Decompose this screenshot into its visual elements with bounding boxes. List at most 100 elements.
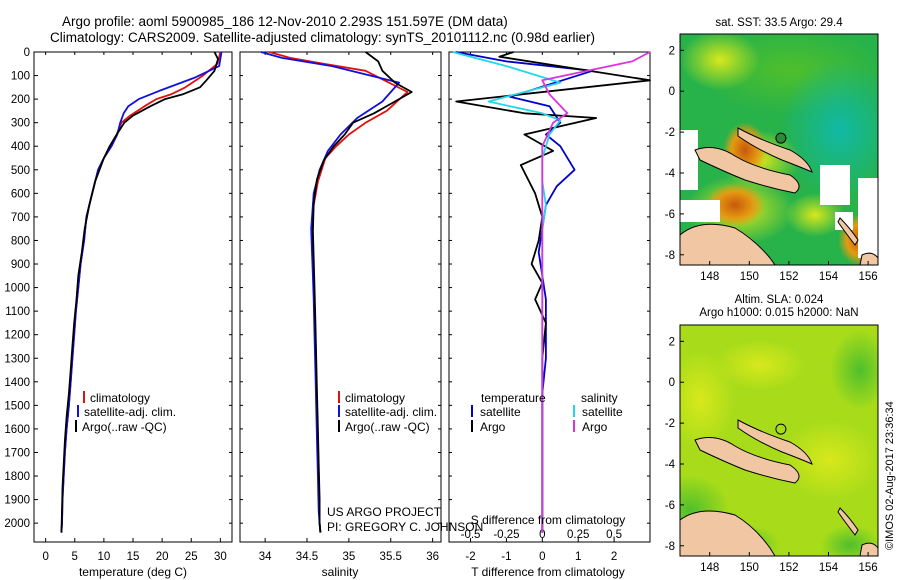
salinity-panel: 34 34.5 35 35.5 36 salinity climatology sate… <box>239 51 483 579</box>
legend-satellite-label: satellite-adj. clim. <box>84 405 176 419</box>
salinity-xlabel: salinity <box>322 565 359 579</box>
x-tick-label: 15 <box>127 551 140 563</box>
sst-map-panel: sat. SST: 33.5 Argo: 29.4 148 <box>665 17 879 283</box>
copyright-stamp: ©IMOS 02-Aug-2017 23:36:34 <box>884 401 896 550</box>
x-tick-label: 35.5 <box>380 551 402 563</box>
depth-tick-label: 0 <box>24 47 30 59</box>
map-x-tick-label: 156 <box>859 271 878 283</box>
top-x-tick-label: 0.25 <box>567 529 589 541</box>
depth-tick-label: 1300 <box>4 353 30 365</box>
sst-map-field <box>680 34 878 265</box>
depth-tick-label: 1400 <box>4 377 30 389</box>
map-y-tick-label: -6 <box>665 500 675 512</box>
temperature-panel: 0100200300400500600700800900100011001200… <box>4 47 233 579</box>
salinity-legend: climatology satellite-adj. clim. Argo(..… <box>338 391 437 434</box>
map-x-tick-label: 150 <box>740 562 759 574</box>
depth-tick-label: 600 <box>11 188 30 200</box>
top-x-tick-label: 0 <box>539 529 545 541</box>
x-tick-label: 5 <box>72 551 78 563</box>
series-line <box>311 51 413 533</box>
x-tick-label: 25 <box>185 551 198 563</box>
x-tick-label: 2 <box>611 551 617 563</box>
map-x-tick-label: 150 <box>740 271 759 283</box>
map-y-tick-label: 2 <box>669 45 675 57</box>
map-y-tick-label: 0 <box>669 86 675 98</box>
depth-tick-label: 1600 <box>4 424 30 436</box>
temperature-xlabel: temperature (deg C) <box>79 565 187 579</box>
x-tick-label: 1 <box>575 551 581 563</box>
s-difference-xlabel: S difference from climatology <box>471 513 626 527</box>
sst-map-title: sat. SST: 33.5 Argo: 29.4 <box>715 17 843 29</box>
depth-tick-label: 1000 <box>4 283 30 295</box>
salinity-axes-box <box>239 51 442 543</box>
x-tick-label: 34 <box>259 551 272 563</box>
sst-map-float-marker <box>775 132 787 144</box>
x-tick-label: 34.5 <box>296 551 318 563</box>
map-x-tick-label: 154 <box>819 271 839 283</box>
top-x-tick-label: 0.5 <box>606 529 622 541</box>
sla-map-title-2: Argo h1000: 0.015 h2000: NaN <box>699 307 858 319</box>
legend-temperature-title: temperature <box>481 391 546 405</box>
depth-tick-label: 100 <box>11 71 30 83</box>
depth-axis: 0 100 200 300 400 500 600 700 800 900 1000 1100 1200… <box>4 47 38 530</box>
depth-tick-label: 1100 <box>5 306 30 318</box>
legend-climatology-label: climatology <box>345 391 405 405</box>
depth-tick-label: 1700 <box>4 447 30 459</box>
depth-tick-label: 900 <box>11 259 30 271</box>
legend-climatology-label: climatology <box>90 391 150 405</box>
difference-lines <box>452 51 651 533</box>
difference-x-axis: -2 -1 0 1 2 -0.5 -0.25 0 0.25 0.5 <box>449 51 650 563</box>
depth-tick-label: 700 <box>11 212 30 224</box>
legend-s-argo-label: Argo <box>582 420 608 434</box>
series-line <box>60 51 222 533</box>
x-tick-label: 36 <box>426 551 439 563</box>
map-y-tick-label: -4 <box>665 168 676 180</box>
t-difference-xlabel: T difference from climatology <box>471 565 625 579</box>
depth-tick-label: 300 <box>11 118 30 130</box>
depth-tick-label: 1200 <box>4 330 30 342</box>
legend-t-argo-label: Argo <box>480 420 506 434</box>
salinity-x-axis: 34 34.5 35 35.5 36 <box>240 51 441 563</box>
legend-argo-label: Argo(..raw -QC) <box>345 420 430 434</box>
x-tick-label: 10 <box>97 551 110 563</box>
temperature-x-axis: 0 5 10 15 20 25 30 <box>42 51 232 563</box>
series-line <box>260 51 401 533</box>
map-y-tick-label: -6 <box>665 209 675 221</box>
x-tick-label: 0 <box>539 551 545 563</box>
figure-subtitle: Climatology: CARS2009. Satellite-adjuste… <box>50 30 595 45</box>
map-x-tick-label: 152 <box>779 562 798 574</box>
map-x-tick-label: 154 <box>819 562 839 574</box>
x-tick-label: 20 <box>156 551 169 563</box>
depth-tick-label: 2000 <box>4 518 30 530</box>
depth-tick-label: 500 <box>11 165 30 177</box>
x-tick-label: 0 <box>42 551 48 563</box>
top-x-tick-label: -0.25 <box>493 529 519 541</box>
x-tick-label: -1 <box>501 551 511 563</box>
salinity-lines <box>260 51 413 533</box>
sla-map-field <box>680 325 878 556</box>
sst-map-axes: 148 150 152 154 156 2 0 -2 -4 -6 -8 <box>665 45 878 283</box>
map-y-tick-label: 0 <box>669 377 675 389</box>
temperature-legend: climatology satellite-adj. clim. Argo(..… <box>75 391 176 434</box>
series-line <box>541 51 651 533</box>
map-x-tick-label: 152 <box>779 271 798 283</box>
depth-tick-label: 1500 <box>4 400 30 412</box>
legend-satellite-label: satellite-adj. clim. <box>345 405 437 419</box>
map-y-tick-label: -8 <box>665 541 675 553</box>
series-line <box>60 51 219 533</box>
map-x-tick-label: 156 <box>859 562 878 574</box>
sla-map-axes: 148 150 152 154 156 2 0 -2 -4 -6 -8 <box>665 336 878 574</box>
map-y-tick-label: 2 <box>669 336 675 348</box>
series-line <box>269 51 409 533</box>
series-line <box>60 51 223 533</box>
map-y-tick-label: -2 <box>665 418 675 430</box>
depth-tick-label: 1800 <box>4 471 30 483</box>
sla-map-title-1: Altim. SLA: 0.024 <box>735 294 824 306</box>
legend-s-satellite-label: satellite <box>582 405 623 419</box>
difference-panel: -2 -1 0 1 2 -0.5 -0.25 0 0.25 0.5 S difference fr… <box>448 51 651 579</box>
legend-argo-label: Argo(..raw -QC) <box>82 420 167 434</box>
figure-title: Argo profile: aoml 5900985_186 12-Nov-20… <box>62 14 508 29</box>
depth-tick-label: 400 <box>11 141 30 153</box>
x-tick-label: -2 <box>465 551 475 563</box>
x-tick-label: 30 <box>214 551 227 563</box>
